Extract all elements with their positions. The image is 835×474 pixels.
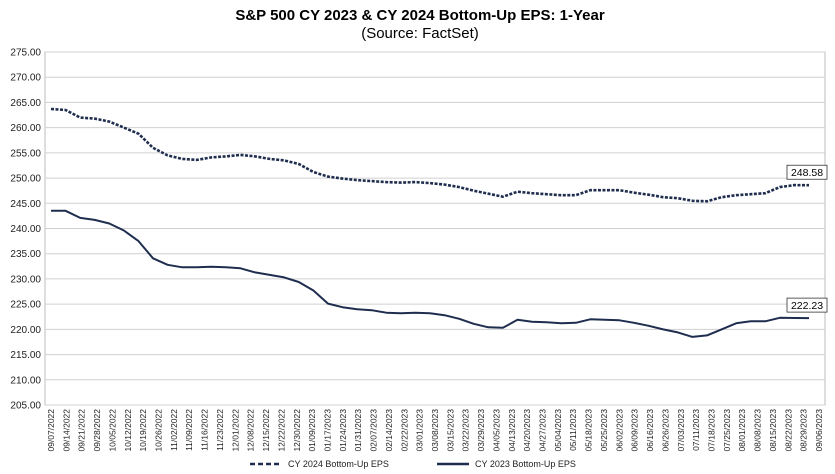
legend-label: CY 2023 Bottom-Up EPS [475, 459, 576, 469]
y-axis: 205.00 210.00 215.00 220.00 225.00 230.00 235.… [10, 48, 41, 412]
x-tick-label: 12/15/2022 [261, 409, 271, 452]
series-lines [50, 107, 810, 338]
x-tick-label: 04/13/2023 [507, 409, 517, 452]
data-label-box [786, 164, 828, 180]
x-tick-label: 09/14/2022 [61, 409, 71, 452]
legend: CY 2024 Bottom-Up EPS CY 2023 Bottom-Up E… [250, 459, 576, 469]
x-tick-label: 01/09/2023 [307, 409, 317, 452]
x-axis: 09/07/2022 09/14/2022 09/21/2022 09/28/2022… [46, 409, 824, 452]
x-tick-label: 10/26/2022 [154, 409, 164, 452]
y-tick-label: 240.00 [10, 224, 41, 235]
y-tick-label: 235.00 [10, 249, 41, 260]
x-tick-label: 03/08/2023 [430, 409, 440, 452]
x-tick-label: 03/15/2023 [445, 409, 455, 452]
y-tick-label: 205.00 [10, 401, 41, 412]
x-tick-label: 08/15/2023 [768, 409, 778, 452]
x-tick-label: 01/24/2023 [338, 409, 348, 452]
x-tick-label: 09/21/2022 [77, 409, 87, 452]
x-tick-label: 07/18/2023 [706, 409, 716, 452]
legend-label: CY 2024 Bottom-Up EPS [288, 459, 389, 469]
x-tick-label: 11/23/2022 [215, 409, 225, 451]
data-label-box [786, 297, 828, 313]
x-tick-label: 11/02/2022 [169, 409, 179, 451]
x-tick-label: 05/11/2023 [568, 409, 578, 451]
x-tick-label: 08/08/2023 [753, 409, 763, 452]
x-tick-label: 08/22/2023 [783, 409, 793, 452]
x-tick-label: 11/09/2022 [184, 409, 194, 451]
x-tick-label: 09/06/2023 [814, 409, 824, 452]
x-tick-label: 04/27/2023 [538, 409, 548, 452]
x-tick-label: 05/25/2023 [599, 409, 609, 452]
x-tick-label: 03/01/2023 [415, 409, 425, 452]
series-line-cy2024 [50, 107, 810, 203]
x-tick-label: 02/14/2023 [384, 409, 394, 452]
x-tick-label: 10/05/2022 [107, 409, 117, 452]
chart-title: S&P 500 CY 2023 & CY 2024 Bottom-Up EPS:… [235, 7, 604, 24]
gridlines [45, 51, 825, 406]
x-tick-label: 03/22/2023 [461, 409, 471, 452]
x-tick-label: 01/31/2023 [353, 409, 363, 452]
x-tick-label: 04/05/2023 [491, 409, 501, 452]
x-tick-label: 05/04/2023 [553, 409, 563, 452]
y-tick-label: 230.00 [10, 274, 41, 285]
x-tick-label: 06/26/2023 [660, 409, 670, 452]
x-tick-label: 12/08/2022 [246, 409, 256, 452]
x-tick-label: 11/16/2022 [200, 409, 210, 451]
y-tick-label: 255.00 [10, 148, 41, 159]
x-tick-label: 02/22/2023 [399, 409, 409, 452]
y-tick-label: 265.00 [10, 98, 41, 109]
x-tick-label: 12/30/2022 [292, 409, 302, 452]
x-tick-label: 10/19/2022 [138, 409, 148, 452]
y-tick-label: 250.00 [10, 174, 41, 185]
x-tick-label: 03/29/2023 [476, 409, 486, 452]
series-line-cy2023 [51, 209, 810, 338]
y-tick-label: 220.00 [10, 325, 41, 336]
x-tick-label: 04/20/2023 [522, 409, 532, 452]
x-tick-label: 05/18/2023 [584, 409, 594, 452]
data-label: 248.58 [791, 167, 823, 179]
data-label: 222.23 [791, 300, 823, 312]
x-tick-label: 02/07/2023 [369, 409, 379, 452]
x-tick-label: 07/11/2023 [691, 409, 701, 451]
x-tick-label: 09/28/2022 [92, 409, 102, 452]
x-tick-label: 06/16/2023 [645, 409, 655, 452]
x-tick-label: 06/02/2023 [614, 409, 624, 452]
y-tick-label: 270.00 [10, 73, 41, 84]
x-tick-label: 12/22/2022 [276, 409, 286, 452]
y-tick-label: 210.00 [10, 375, 41, 386]
y-tick-label: 260.00 [10, 123, 41, 134]
x-tick-label: 07/25/2023 [722, 409, 732, 452]
x-tick-label: 06/09/2023 [630, 409, 640, 452]
chart-subtitle: (Source: FactSet) [361, 25, 479, 42]
x-tick-label: 01/17/2023 [322, 409, 332, 452]
x-tick-label: 09/07/2022 [46, 409, 56, 452]
y-tick-label: 245.00 [10, 199, 41, 210]
x-tick-label: 12/01/2022 [230, 409, 240, 452]
y-tick-label: 215.00 [10, 350, 41, 361]
data-labels: 248.58 222.23 [786, 164, 828, 313]
x-tick-label: 10/12/2022 [123, 409, 133, 452]
x-tick-label: 07/03/2023 [676, 409, 686, 452]
y-tick-label: 275.00 [10, 48, 41, 59]
x-tick-label: 08/29/2023 [799, 409, 809, 452]
y-tick-label: 225.00 [10, 300, 41, 311]
x-tick-label: 08/01/2023 [737, 409, 747, 452]
